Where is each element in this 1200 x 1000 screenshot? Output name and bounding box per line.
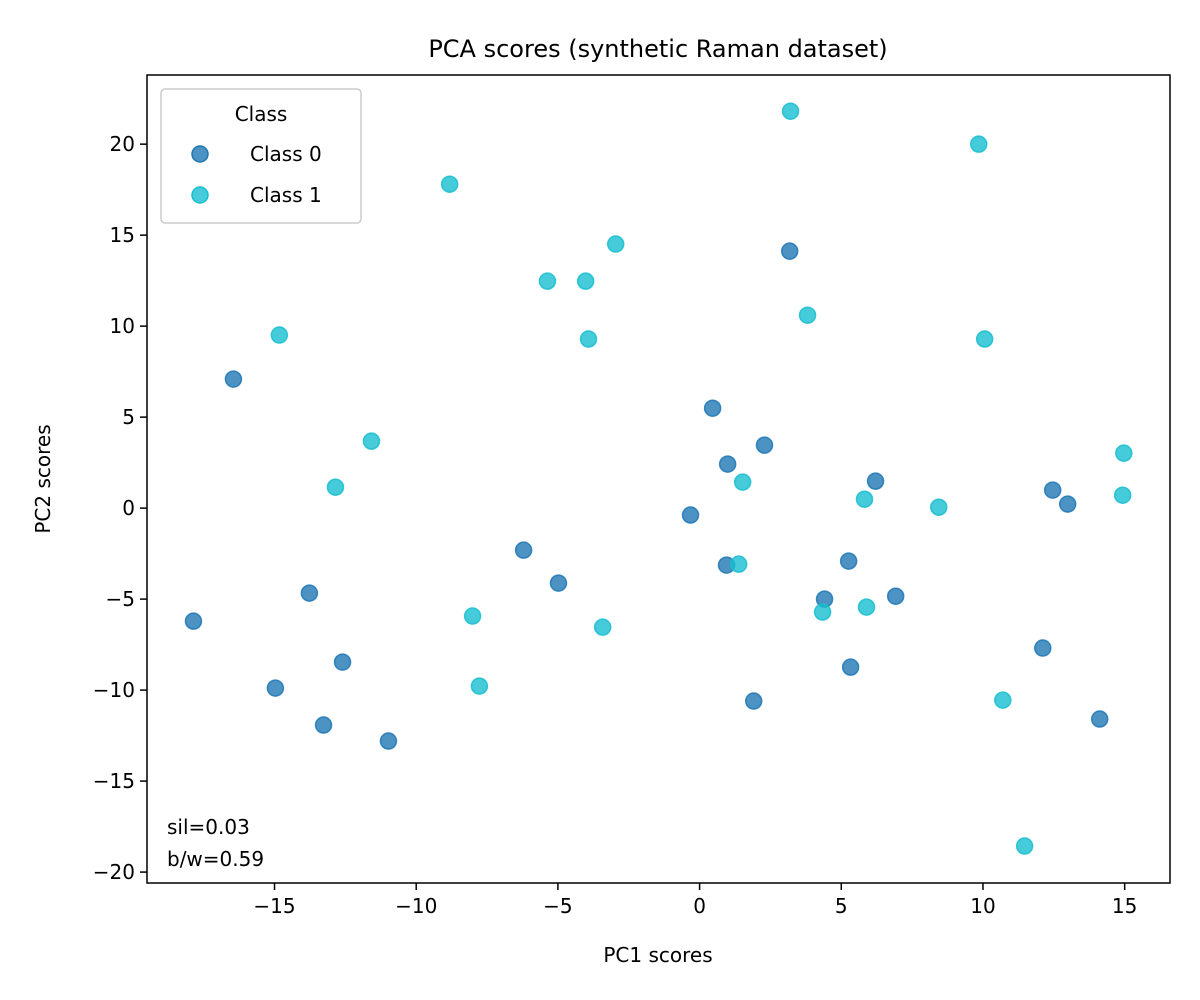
point-class-0	[681, 506, 700, 524]
point-class-1	[1015, 837, 1034, 855]
point-class-0	[780, 242, 799, 260]
point-class-0	[224, 370, 243, 388]
point-class-0	[1090, 710, 1109, 728]
point-class-0	[314, 716, 333, 734]
point-class-1	[1115, 444, 1133, 462]
point-class-1	[733, 473, 752, 491]
point-class-0	[184, 612, 203, 630]
legend: Class Class 0 Class 1	[160, 88, 362, 224]
point-class-1	[1113, 486, 1132, 504]
annotation-bw-ratio: b/w=0.59	[167, 847, 264, 871]
point-class-1	[969, 135, 988, 153]
x-tick-label: 15	[1112, 894, 1137, 918]
x-axis: −15 −10 −5 0 5 10 15	[253, 883, 1137, 918]
plot-frame	[146, 74, 1171, 884]
y-tick-label: −20	[93, 860, 135, 884]
point-class-1	[579, 330, 598, 348]
point-class-1	[729, 555, 748, 573]
point-class-0	[866, 472, 885, 490]
point-class-1	[857, 598, 876, 616]
point-class-0	[333, 653, 352, 671]
legend-marker-class-1	[191, 186, 209, 204]
y-tick-label: 15	[110, 223, 135, 247]
point-class-0	[718, 455, 737, 473]
y-tick-label: 20	[110, 132, 135, 156]
point-class-1	[813, 603, 832, 621]
point-class-0	[1058, 495, 1077, 513]
y-tick-label: 0	[122, 496, 135, 520]
x-tick-label: −15	[253, 894, 295, 918]
y-axis-label: PC2 scores	[31, 424, 55, 533]
point-class-0	[839, 552, 858, 570]
y-tick-label: −5	[106, 587, 135, 611]
point-class-1	[270, 326, 289, 344]
point-class-0	[755, 436, 774, 454]
legend-title: Class	[235, 102, 288, 126]
point-class-1	[606, 235, 625, 253]
x-tick-label: 0	[693, 894, 706, 918]
point-class-1	[362, 432, 381, 450]
point-class-0	[379, 732, 398, 750]
y-tick-label: −15	[93, 769, 135, 793]
point-class-1	[470, 677, 489, 695]
point-class-0	[886, 587, 905, 605]
point-class-1	[440, 175, 459, 193]
y-tick-label: 5	[122, 405, 135, 429]
point-class-0	[300, 584, 319, 602]
point-class-0	[841, 658, 860, 676]
y-axis: −20 −15 −10 −5 0 5 10 15 20	[93, 132, 147, 884]
legend-label-class-1: Class 1	[250, 183, 322, 207]
point-class-1	[975, 330, 994, 348]
annotation-silhouette: sil=0.03	[167, 815, 250, 839]
legend-box	[160, 88, 362, 224]
point-class-0	[1043, 481, 1062, 499]
legend-marker-class-0	[191, 145, 209, 163]
point-class-0	[1034, 639, 1052, 657]
chart-title: PCA scores (synthetic Raman dataset)	[428, 35, 887, 63]
point-class-1	[855, 490, 874, 508]
y-tick-label: −10	[93, 678, 135, 702]
point-class-1	[538, 272, 557, 290]
x-tick-label: −10	[395, 894, 437, 918]
x-tick-label: 10	[970, 894, 995, 918]
point-class-1	[326, 478, 345, 496]
point-class-1	[576, 272, 595, 290]
y-tick-label: 10	[110, 314, 135, 338]
point-class-0	[266, 679, 285, 697]
legend-label-class-0: Class 0	[250, 142, 322, 166]
point-class-0	[549, 574, 568, 592]
x-axis-label: PC1 scores	[603, 943, 712, 967]
point-class-1	[781, 102, 800, 120]
x-tick-label: 5	[835, 894, 848, 918]
point-class-0	[703, 399, 722, 417]
x-tick-label: −5	[543, 894, 572, 918]
points-layer	[184, 102, 1133, 855]
point-class-0	[514, 541, 533, 559]
point-class-1	[463, 607, 482, 625]
point-class-1	[798, 306, 817, 324]
point-class-1	[930, 498, 948, 516]
point-class-0	[744, 692, 763, 710]
point-class-1	[994, 691, 1012, 709]
point-class-1	[593, 618, 612, 636]
